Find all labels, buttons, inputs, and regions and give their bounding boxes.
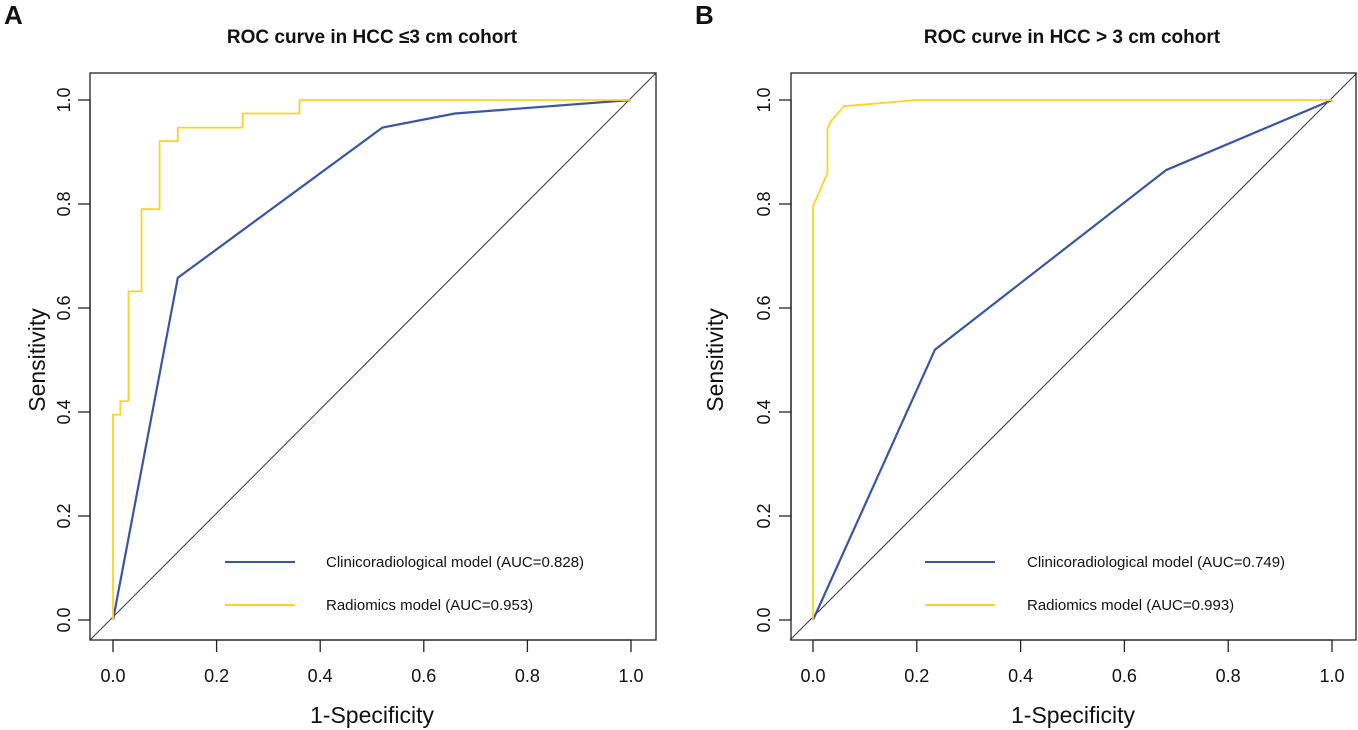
clinicoradiological-roc-line [111,98,632,621]
legend-label-clinico: Clinicoradiological model (AUC=0.749) [1027,554,1285,571]
legend-label-radiomics: Radiomics model (AUC=0.993) [1027,597,1234,614]
chart-title: ROC curve in HCC > 3 cm cohort [924,27,1221,48]
legend: Clinicoradiological model (AUC=0.828) Ra… [225,554,584,614]
y-tick-label: 0.6 [754,295,774,320]
y-tick-label: 0.8 [54,191,74,216]
y-tick-label: 0.0 [754,607,774,632]
y-tick-label: 0.8 [754,191,774,216]
axis-ticks: 0.0 0.2 0.4 0.6 0.8 1.0 0.0 0.2 0.4 0.6 0.8 1.0 [754,87,1345,686]
x-axis-label: 1-Specificity [1011,702,1135,728]
reference-diagonal-line [789,72,1358,641]
x-tick-label: 0.8 [515,666,540,686]
reference-diagonal-line [89,72,657,641]
x-tick-label: 0.2 [904,666,929,686]
y-tick-label: 0.2 [754,503,774,528]
clinicoradiological-roc-line [811,98,1333,621]
panel-label: A [4,0,23,30]
radiomics-roc-line [112,99,631,620]
roc-curves [789,72,1358,641]
x-tick-label: 0.6 [411,666,436,686]
radiomics-roc-line [812,99,1332,620]
panel-a: A ROC curve in HCC ≤3 cm cohort 0.0 0.2 0.… [4,0,657,728]
panel-label: B [695,0,714,30]
x-tick-label: 0.8 [1216,666,1241,686]
y-tick-label: 0.0 [54,607,74,632]
y-axis-label: Sensitivity [24,308,50,412]
panel-b: B ROC curve in HCC > 3 cm cohort 0.0 0.2 0… [695,0,1358,728]
y-tick-label: 0.2 [54,503,74,528]
y-tick-label: 1.0 [754,87,774,112]
y-tick-label: 1.0 [54,87,74,112]
x-tick-label: 0.6 [1112,666,1137,686]
x-axis-label: 1-Specificity [310,702,434,728]
y-tick-label: 0.4 [754,399,774,424]
legend: Clinicoradiological model (AUC=0.749) Ra… [925,554,1285,614]
x-tick-label: 1.0 [618,666,643,686]
legend-label-clinico: Clinicoradiological model (AUC=0.828) [326,554,584,571]
x-tick-label: 0.0 [800,666,825,686]
y-tick-label: 0.4 [54,399,74,424]
y-tick-label: 0.6 [54,295,74,320]
chart-title: ROC curve in HCC ≤3 cm cohort [227,27,518,48]
axis-ticks: 0.0 0.2 0.4 0.6 0.8 1.0 0.0 0.2 0.4 0.6 0.8 1.0 [54,87,644,686]
roc-curves [89,72,657,641]
x-tick-label: 1.0 [1319,666,1344,686]
legend-label-radiomics: Radiomics model (AUC=0.953) [326,597,533,614]
y-axis-label: Sensitivity [702,308,728,412]
x-tick-label: 0.2 [204,666,229,686]
x-tick-label: 0.0 [100,666,125,686]
x-tick-label: 0.4 [308,666,333,686]
x-tick-label: 0.4 [1008,666,1033,686]
